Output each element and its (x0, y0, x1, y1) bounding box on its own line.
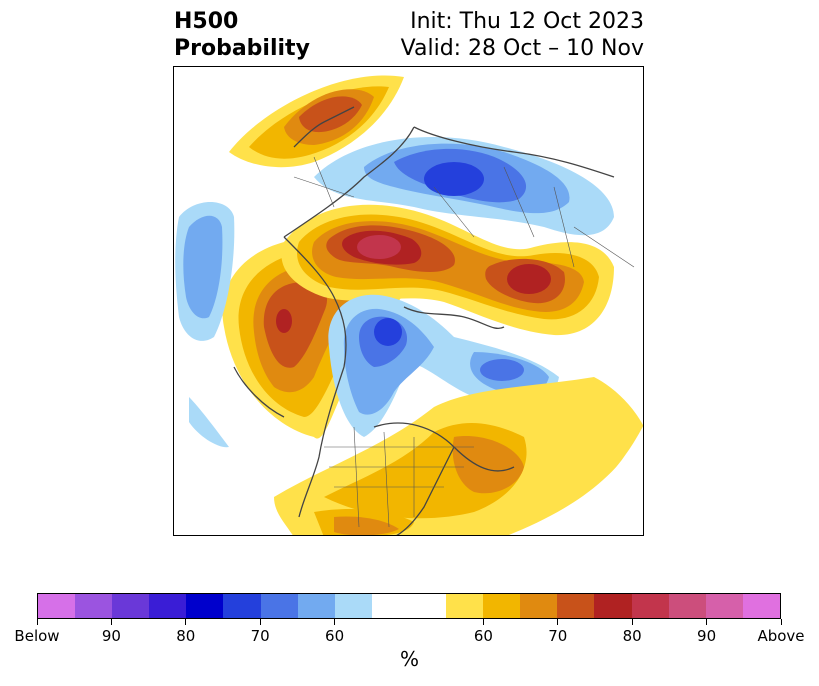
colorbar-tick (631, 619, 633, 625)
colorbar-segment (520, 594, 558, 618)
colorbar-tick (334, 619, 336, 625)
title-product: Probability (174, 36, 310, 61)
colorbar-tick (185, 619, 187, 625)
colorbar-ticks (36, 619, 782, 629)
colorbar-segment (75, 594, 113, 618)
colorbar-tick-label: 90 (101, 627, 121, 645)
colorbar-segment (557, 594, 595, 618)
colorbar-tick-label: Below (14, 627, 60, 645)
colorbar-segment (186, 594, 224, 618)
colorbar-segment (705, 594, 743, 618)
below-anomaly-pacific (175, 202, 235, 448)
colorbar-segment (408, 594, 447, 618)
colorbar-tick (557, 619, 559, 625)
colorbar-tick-label: 80 (176, 627, 196, 645)
colorbar-unit-label: % (399, 647, 419, 671)
colorbar-tick-label: 80 (622, 627, 642, 645)
init-date: Init: Thu 12 Oct 2023 (410, 9, 644, 34)
colorbar-tick (259, 619, 261, 625)
colorbar-segment (297, 594, 335, 618)
colorbar-segment (223, 594, 261, 618)
colorbar-tick (36, 619, 38, 625)
colorbar-segment (631, 594, 669, 618)
above-anomaly-siberia (281, 204, 614, 336)
chart-title: H500 Probability (174, 8, 310, 62)
colorbar-tick-labels: Below 90 80 70 60 60 70 80 90 Above (0, 627, 819, 647)
colorbar-segment (594, 594, 632, 618)
colorbar-tick-label: 70 (548, 627, 568, 645)
colorbar-segment (742, 594, 780, 618)
colorbar-segment (149, 594, 187, 618)
colorbar-tick (482, 619, 484, 625)
colorbar-tick-label: 70 (250, 627, 270, 645)
colorbar-segment (334, 594, 372, 618)
above-anomaly-europe (229, 75, 404, 168)
colorbar-tick-label: Above (757, 627, 805, 645)
colorbar-segment (446, 594, 484, 618)
colorbar-tick (780, 619, 782, 625)
colorbar-tick-label: 60 (325, 627, 345, 645)
below-anomaly-siberia (314, 137, 614, 236)
above-anomaly-north-america (274, 377, 643, 535)
colorbar-tick-label: 60 (473, 627, 493, 645)
colorbar-segment (371, 594, 409, 618)
map-canvas (175, 75, 643, 535)
political-borders (293, 156, 635, 528)
colorbar-tick (110, 619, 112, 625)
valid-period: Valid: 28 Oct – 10 Nov (400, 36, 644, 61)
colorbar-segment (112, 594, 150, 618)
colorbar (37, 593, 781, 619)
colorbar-tick (706, 619, 708, 625)
colorbar-segment (483, 594, 521, 618)
colorbar-segment (38, 594, 76, 618)
probability-map (173, 66, 644, 536)
colorbar-segment (668, 594, 706, 618)
forecast-dates: Init: Thu 12 Oct 2023 Valid: 28 Oct – 10… (401, 8, 644, 62)
title-variable: H500 (174, 9, 239, 34)
colorbar-segment (260, 594, 298, 618)
colorbar-tick-label: 90 (697, 627, 717, 645)
